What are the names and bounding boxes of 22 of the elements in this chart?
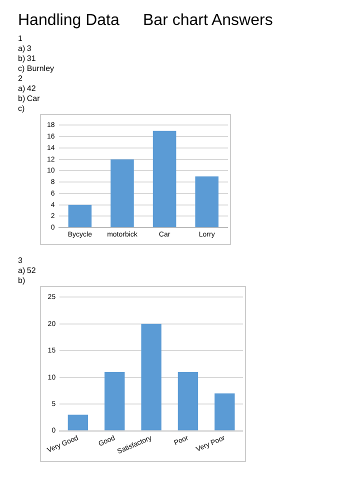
text: b) Car [18,94,41,104]
chart-title: Handling Data [18,12,120,30]
text: 2 [18,74,24,84]
bar [178,372,198,430]
bar [104,372,125,430]
text: a) 42 [18,84,37,94]
text: a) 3 [18,44,32,54]
bar [68,204,92,228]
bar [195,176,218,228]
chart-subtitle: Bar chart Answers [143,12,273,30]
text: b) 31 [18,54,37,64]
bar [214,393,235,430]
text: 1 [18,34,24,44]
text: a) 52 [18,266,37,276]
text: c) Burnley [18,64,56,74]
text: c) [18,104,26,114]
bar [68,414,88,430]
bar [152,130,176,228]
bar [110,159,134,228]
text: 3 [18,256,24,266]
bar [141,324,162,430]
text: b) [18,276,26,286]
